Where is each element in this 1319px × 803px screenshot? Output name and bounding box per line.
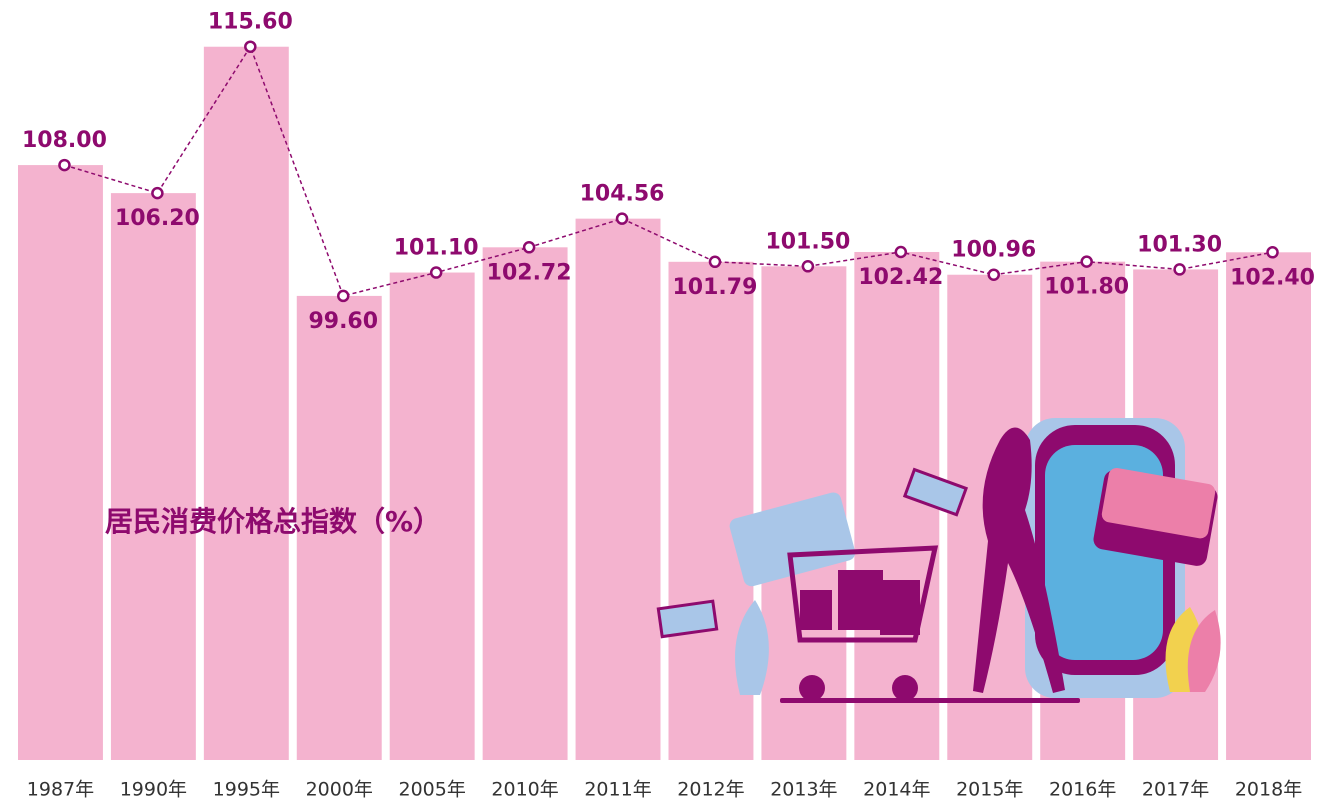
x-tick-label: 2014年: [863, 779, 930, 801]
x-tick-label: 2016年: [1049, 779, 1116, 801]
x-tick-label: 2018年: [1235, 779, 1302, 801]
x-tick-label: 2017年: [1142, 779, 1209, 801]
point: [615, 212, 629, 225]
data-label: 101.30: [1137, 232, 1222, 257]
chart-title: 居民消费价格总指数（%）: [105, 505, 441, 538]
data-label: 106.20: [115, 206, 200, 231]
point: [58, 158, 71, 172]
x-tick-label: 2012年: [677, 779, 744, 801]
point: [1173, 263, 1186, 276]
point: [151, 186, 164, 200]
data-label: 115.60: [208, 10, 293, 35]
point: [337, 289, 350, 303]
bar: [110, 193, 196, 761]
data-label: 102.72: [487, 260, 572, 285]
data-label: 99.60: [308, 309, 378, 334]
data-label: 102.42: [858, 265, 943, 290]
x-tick-label: 1995年: [213, 779, 280, 801]
point: [244, 40, 257, 53]
bar: [482, 247, 568, 761]
data-label: 101.80: [1044, 275, 1129, 300]
point: [1080, 255, 1093, 268]
bar: [296, 295, 382, 760]
data-label: 104.56: [580, 182, 665, 207]
data-label: 101.79: [673, 275, 758, 300]
point: [429, 266, 443, 279]
x-tick-label: 1990年: [120, 779, 187, 801]
data-label: 108.00: [22, 128, 107, 153]
data-label: 100.96: [951, 238, 1036, 263]
x-tick-label: 2000年: [306, 779, 373, 801]
data-label: 101.10: [394, 236, 479, 261]
x-tick-label: 2011年: [584, 779, 651, 801]
x-tick-label: 2013年: [770, 779, 837, 801]
bar: [575, 218, 661, 760]
point: [708, 255, 722, 269]
data-label: 102.40: [1230, 265, 1315, 290]
point: [1266, 246, 1279, 259]
bar: [854, 251, 940, 760]
x-tick-label: 1987年: [27, 779, 94, 801]
line: [64, 45, 1273, 297]
bar: [18, 165, 103, 760]
bar: [203, 46, 289, 760]
point: [801, 260, 815, 273]
point: [522, 241, 536, 254]
data-label: 101.50: [765, 229, 850, 254]
bar: [1226, 252, 1311, 760]
point: [987, 268, 1000, 281]
x-tick-label: 2010年: [491, 779, 558, 801]
x-tick-label: 2005年: [398, 779, 465, 801]
bar: [389, 272, 475, 760]
illustration: [656, 418, 1221, 703]
x-tick-label: 2015年: [956, 779, 1023, 801]
point: [894, 245, 908, 259]
